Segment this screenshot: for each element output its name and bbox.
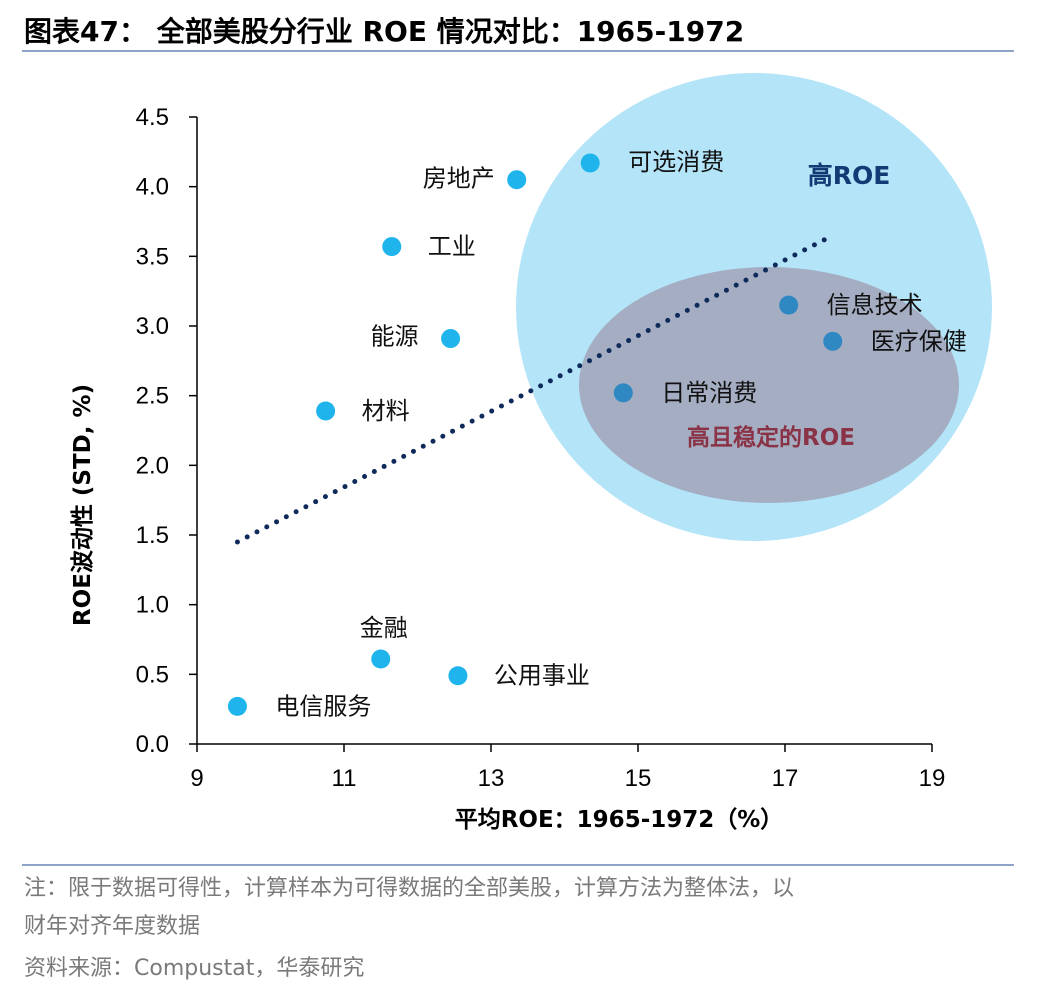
data-point [580,153,600,173]
source-note: 资料来源：Compustat，华泰研究 [24,956,365,981]
y-tick-label: 0.5 [136,661,169,688]
figure-title: 图表47： 全部美股分行业 ROE 情况对比：1965-1972 [24,15,745,48]
note-line-1: 注：限于数据可得性，计算样本为可得数据的全部美股，计算方法为整体法，以 [24,876,795,901]
region-high-stable-roe [579,267,959,503]
region-label-high-stable-roe: 高且稳定的ROE [687,424,855,451]
y-tick-label: 2.0 [136,452,169,479]
data-point [371,649,391,669]
trendline-dotted [234,232,836,545]
y-tick-label: 4.0 [136,174,169,201]
data-point-label: 房地产 [423,166,495,193]
data-point [382,237,402,257]
x-axis-label: 平均ROE：1965-1972（%） [455,806,784,833]
data-point-label: 材料 [362,398,410,425]
x-tick-label: 11 [332,765,357,792]
y-tick-label: 4.5 [136,104,169,131]
data-point-label: 能源 [371,324,419,351]
data-point-label: 工业 [428,234,476,261]
x-tick-label: 13 [478,765,505,792]
data-point-label: 信息技术 [827,292,923,319]
trendline [234,232,836,545]
y-axis-label: ROE波动性 (STD, %) [70,384,96,626]
axes: 0.0 0.5 1.0 1.5 2.0 2.5 3.0 3.5 4.0 4.5 9 11 13 15 17 1… [136,104,946,792]
y-tick-label: 3.0 [136,313,169,340]
notes-rule [22,864,1014,866]
data-point-label: 日常消费 [661,380,757,407]
data-point [823,331,843,351]
data-point-label: 金融 [360,615,408,642]
y-tick-label: 1.0 [136,592,169,619]
note-line-2: 财年对齐年度数据 [24,914,201,939]
data-point [448,666,468,686]
data-point [507,170,527,190]
data-point-label: 公用事业 [494,663,590,690]
y-tick-label: 3.5 [136,243,169,270]
data-point-label: 电信服务 [275,693,371,720]
data-point [316,401,336,421]
data-point [227,696,247,716]
data-point-label: 医疗保健 [871,328,967,355]
scatter-chart: 高ROE 高且稳定的ROE 0.0 0.5 1.0 1.5 2.0 2.5 3.0 3.5 4.… [70,73,992,833]
x-tick-label: 15 [625,765,652,792]
data-point [779,295,799,315]
y-tick-label: 2.5 [136,383,169,410]
x-tick-label: 19 [919,765,946,792]
y-tick-label: 1.5 [136,522,169,549]
x-tick-label: 9 [190,765,203,792]
data-point-label: 可选消费 [628,149,724,176]
x-tick-label: 17 [772,765,799,792]
data-point [613,383,633,403]
title-rule [22,50,1014,52]
region-label-high-roe: 高ROE [808,161,891,190]
data-point [441,329,461,349]
y-tick-label: 0.0 [136,731,169,758]
